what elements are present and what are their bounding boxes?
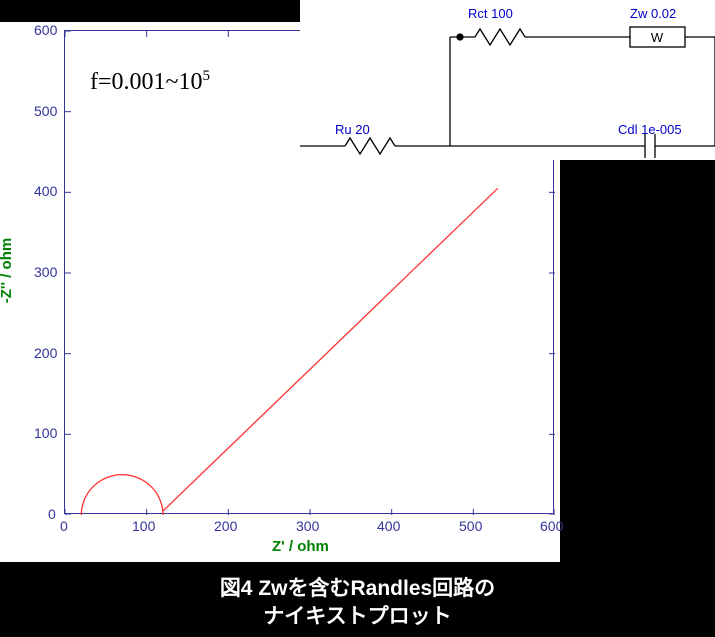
xtick-3: 300 xyxy=(296,518,319,534)
xtick-5: 500 xyxy=(459,518,482,534)
xtick-6: 600 xyxy=(540,518,563,534)
ytick-6: 600 xyxy=(34,22,57,38)
xtick-0: 0 xyxy=(60,518,68,534)
ytick-5: 500 xyxy=(34,103,57,119)
svg-text:W: W xyxy=(651,30,664,45)
label-cdl: Cdl 1e-005 xyxy=(618,122,682,137)
ylabel: -Z'' / ohm xyxy=(0,238,15,303)
xtick-2: 200 xyxy=(214,518,237,534)
ytick-0: 0 xyxy=(48,506,56,522)
caption-line-1: 図4 Zwを含むRandles回路の xyxy=(0,572,715,602)
topbar-black xyxy=(0,0,330,22)
caption-line-2: ナイキストプロット xyxy=(0,600,715,630)
label-rct: Rct 100 xyxy=(468,6,513,21)
label-zw: Zw 0.02 xyxy=(630,6,676,21)
label-ru: Ru 20 xyxy=(335,122,370,137)
ytick-2: 200 xyxy=(34,345,57,361)
ytick-3: 300 xyxy=(34,264,57,280)
nyquist-line xyxy=(163,188,498,511)
ytick-4: 400 xyxy=(34,183,57,199)
circuit-diagram: W Ru 20 Rct 100 Zw 0.02 Cdl 1e-005 xyxy=(300,0,715,160)
xlabel: Z' / ohm xyxy=(272,538,329,555)
xtick-1: 100 xyxy=(132,518,155,534)
ytick-1: 100 xyxy=(34,425,57,441)
nyquist-curve xyxy=(81,475,163,515)
freq-annotation: f=0.001~105 xyxy=(90,68,210,96)
xtick-4: 400 xyxy=(377,518,400,534)
